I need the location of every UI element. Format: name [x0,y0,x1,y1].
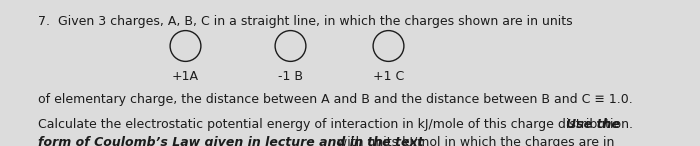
Text: with units kJ/mol in which the charges are in: with units kJ/mol in which the charges a… [333,136,615,146]
Text: Calculate the electrostatic potential energy of interaction in kJ/mole of this c: Calculate the electrostatic potential en… [38,118,641,131]
Text: +1A: +1A [172,70,199,83]
Text: form of Coulomb’s Law given in lecture and in the text: form of Coulomb’s Law given in lecture a… [38,136,424,146]
Text: -1 B: -1 B [278,70,303,83]
Text: +1 C: +1 C [373,70,404,83]
Text: of elementary charge, the distance between A and B and the distance between B an: of elementary charge, the distance betwe… [38,93,634,106]
Text: Use the: Use the [566,118,620,131]
Text: 7.  Given 3 charges, A, B, C in a straight line, in which the charges shown are : 7. Given 3 charges, A, B, C in a straigh… [38,15,573,28]
